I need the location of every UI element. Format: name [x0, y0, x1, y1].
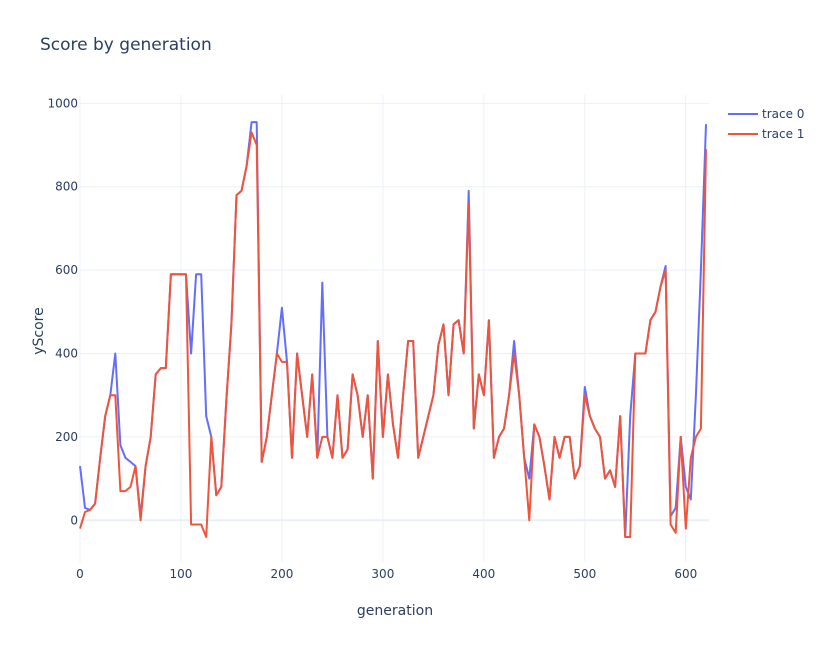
- y-axis-label: yScore: [31, 307, 47, 355]
- x-tick-label: 200: [270, 567, 293, 581]
- y-tick-label: 0: [70, 513, 78, 527]
- x-tick-label: 100: [170, 567, 193, 581]
- y-tick-label: 800: [55, 180, 78, 194]
- x-tick-label: 500: [573, 567, 596, 581]
- y-tick-label: 1000: [47, 96, 78, 110]
- x-tick-label: 600: [674, 567, 697, 581]
- legend-label: trace 0: [762, 107, 804, 121]
- legend-label: trace 1: [762, 127, 804, 141]
- y-tick-label: 200: [55, 430, 78, 444]
- y-tick-label: 400: [55, 347, 78, 361]
- x-tick-label: 0: [76, 567, 84, 581]
- y-tick-label: 600: [55, 263, 78, 277]
- x-tick-label: 300: [371, 567, 394, 581]
- chart-title: Score by generation: [40, 35, 212, 55]
- x-axis-label: generation: [357, 603, 433, 619]
- x-tick-label: 400: [472, 567, 495, 581]
- line-series: [79, 131, 707, 538]
